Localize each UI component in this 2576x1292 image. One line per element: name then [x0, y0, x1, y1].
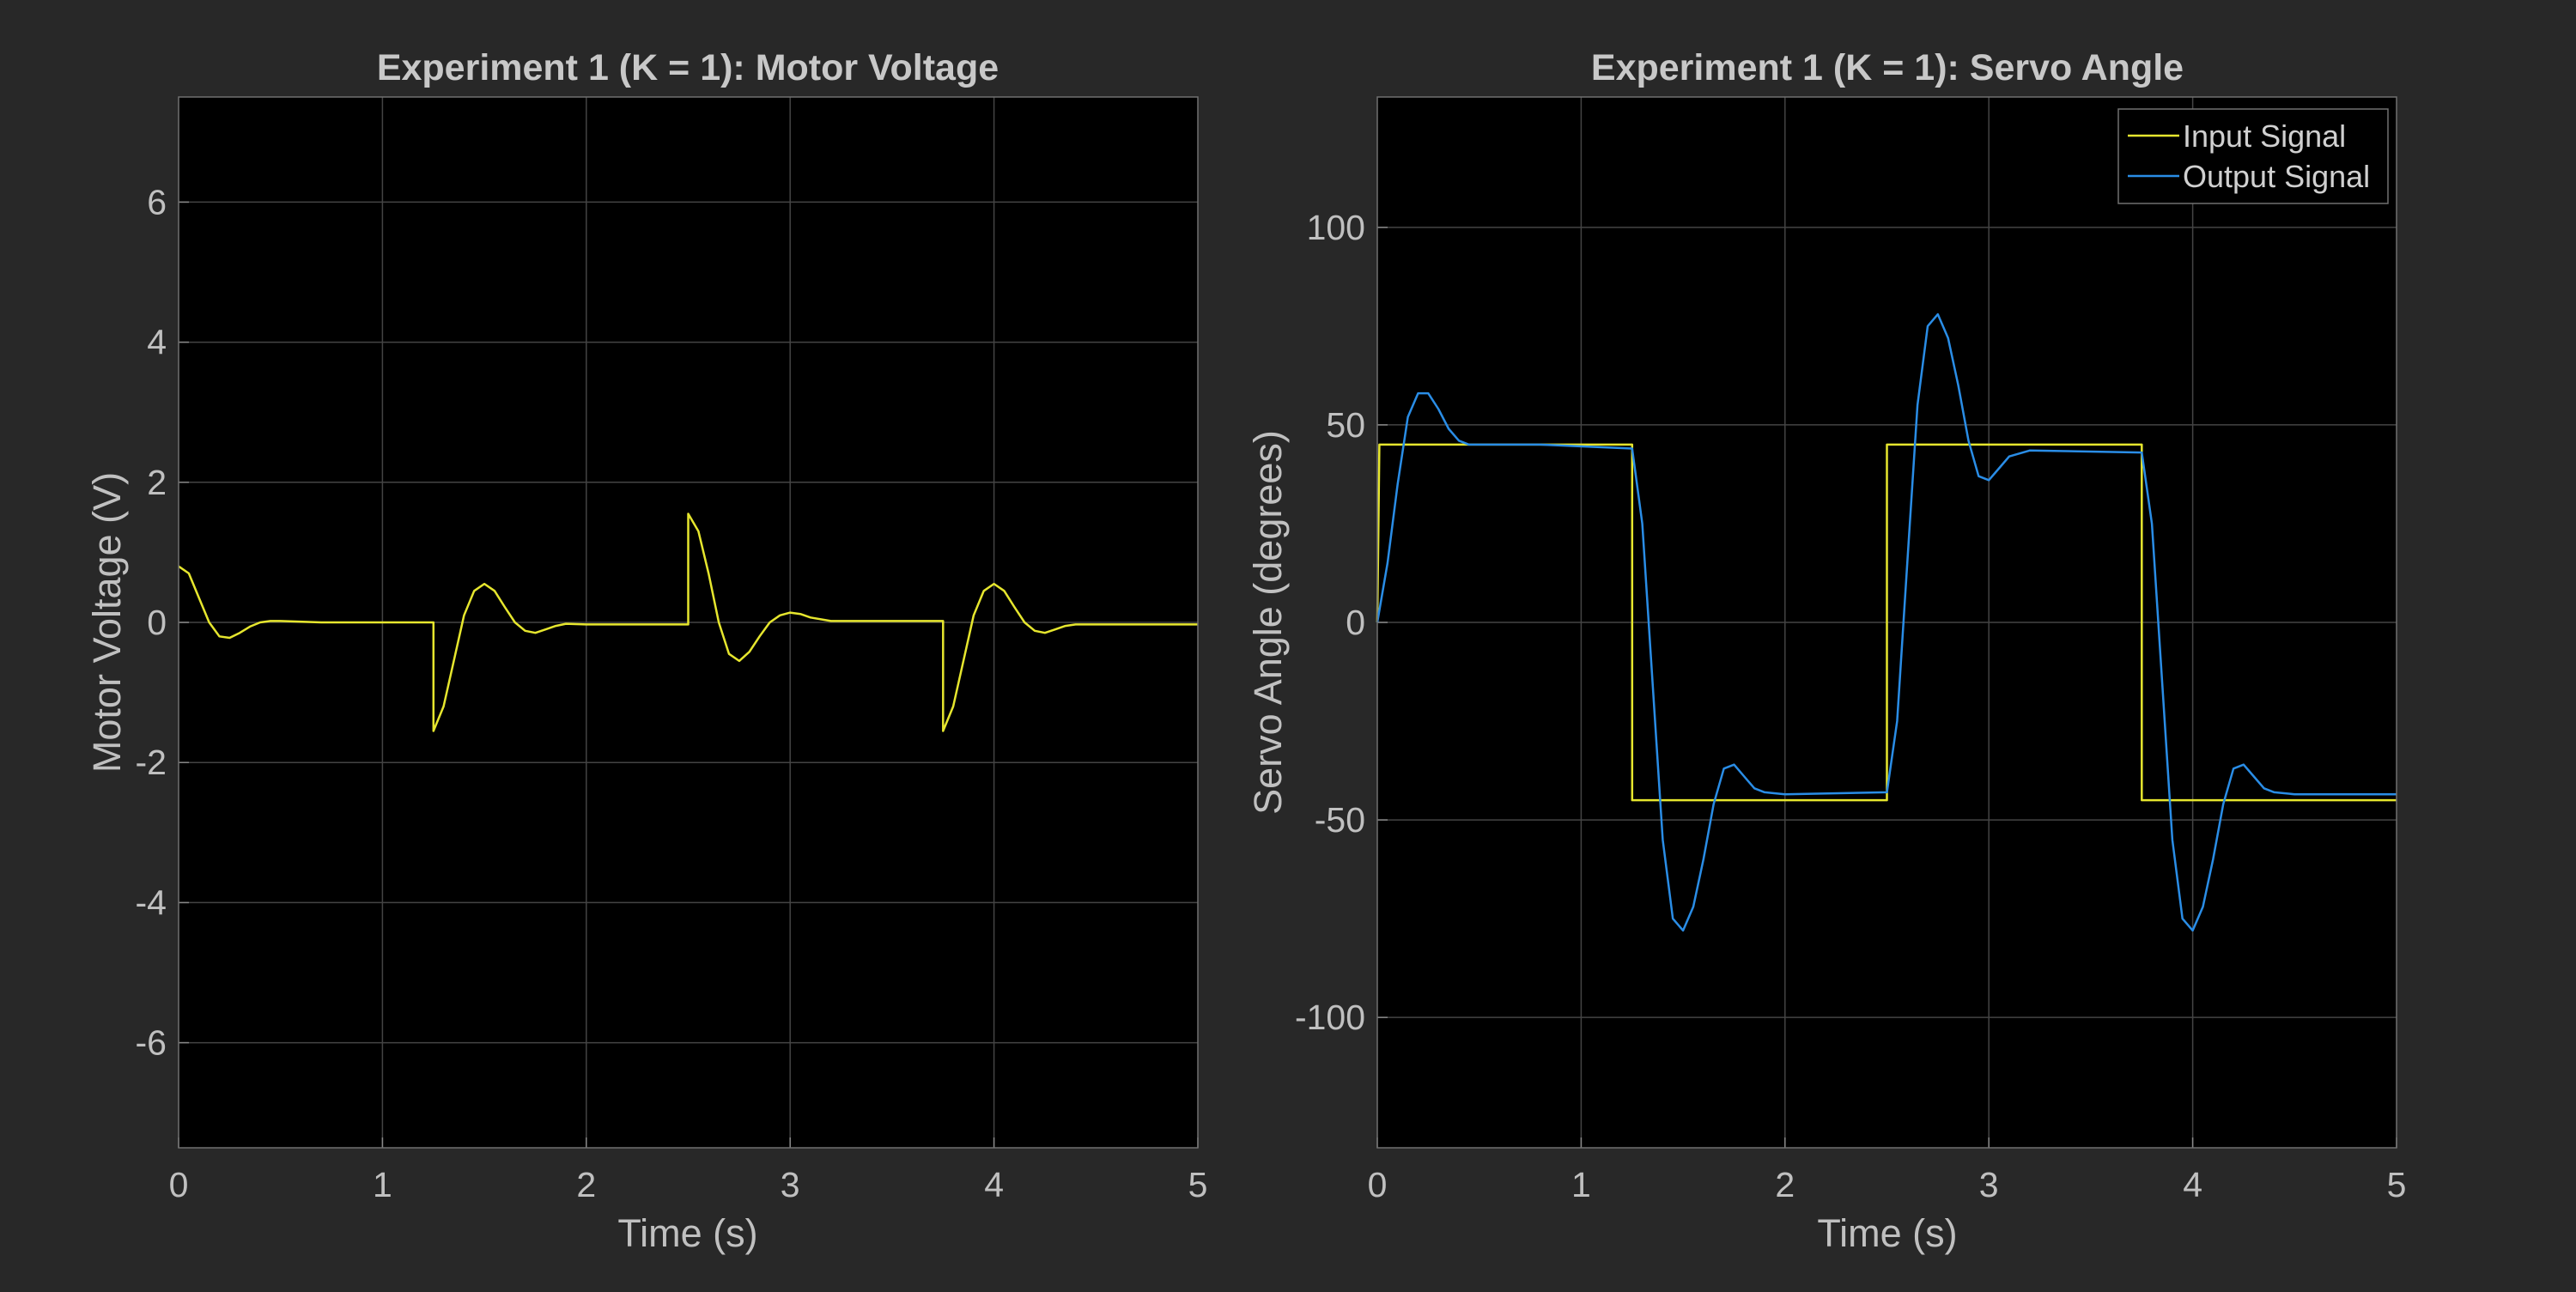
x-tick-label: 1 [1571, 1165, 1591, 1204]
y-tick-label: -50 [1315, 800, 1365, 840]
x-tick-label: 5 [2387, 1165, 2407, 1204]
motor-voltage-xlabel: Time (s) [617, 1211, 757, 1255]
x-tick-label: 3 [1979, 1165, 1999, 1204]
y-tick-label: 6 [147, 182, 167, 221]
y-tick-label: -4 [136, 883, 167, 922]
y-tick-label: -2 [136, 743, 167, 782]
x-tick-label: 5 [1188, 1165, 1208, 1204]
y-tick-label: 0 [147, 603, 167, 642]
legend: Input Signal Output Signal [2117, 108, 2389, 204]
motor-voltage-ylabel: Motor Voltage (V) [85, 472, 129, 773]
servo-angle-xlabel: Time (s) [1817, 1211, 1957, 1255]
y-tick-label: 2 [147, 463, 167, 502]
motor-voltage-lines [178, 513, 1198, 732]
y-tick-label: 4 [147, 323, 167, 362]
x-tick-label: 2 [1775, 1165, 1795, 1204]
series-line [178, 513, 1198, 732]
x-tick-label: 0 [169, 1165, 189, 1204]
servo-angle-panel: 0 1 2 3 4 5 -100 -50 0 50 100 Experiment 1 (K = 1)… [1246, 47, 2406, 1255]
motor-voltage-panel: 0 1 2 3 4 5 -6 -4 -2 0 2 4 6 Experiment 1 (K = 1): M… [85, 47, 1207, 1255]
servo-angle-grid [1376, 97, 2397, 1148]
y-tick-label: -100 [1295, 998, 1365, 1037]
motor-voltage-grid [178, 97, 1199, 1148]
x-tick-label: 0 [1368, 1165, 1388, 1204]
input-signal-line [1376, 443, 2397, 802]
x-tick-label: 2 [576, 1165, 596, 1204]
motor-voltage-axes-frame [178, 96, 1199, 1149]
servo-angle-title: Experiment 1 (K = 1): Servo Angle [1591, 47, 2184, 88]
y-tick-label: 50 [1326, 405, 1365, 445]
servo-angle-lines [1376, 312, 2397, 932]
legend-item-output: Output Signal [2128, 159, 2370, 194]
x-tick-label: 1 [373, 1165, 392, 1204]
x-tick-label: 3 [781, 1165, 800, 1204]
servo-angle-axes-frame [1376, 96, 2397, 1149]
motor-voltage-title: Experiment 1 (K = 1): Motor Voltage [377, 47, 999, 88]
legend-label-input: Input Signal [2183, 118, 2346, 154]
servo-angle-ylabel: Servo Angle (degrees) [1246, 430, 1290, 815]
y-tick-label: 0 [1346, 603, 1365, 642]
motor-voltage-ticks: 0 1 2 3 4 5 -6 -4 -2 0 2 4 6 [136, 182, 1208, 1204]
x-tick-label: 4 [984, 1165, 1004, 1204]
output-signal-line [1376, 312, 2397, 932]
servo-angle-ticks: 0 1 2 3 4 5 -100 -50 0 50 100 [1295, 208, 2406, 1204]
legend-item-input: Input Signal [2128, 118, 2346, 154]
y-tick-label: -6 [136, 1023, 167, 1063]
y-tick-label: 100 [1307, 208, 1365, 247]
legend-box [2117, 108, 2389, 204]
x-tick-label: 4 [2183, 1165, 2202, 1204]
legend-label-output: Output Signal [2183, 159, 2370, 194]
